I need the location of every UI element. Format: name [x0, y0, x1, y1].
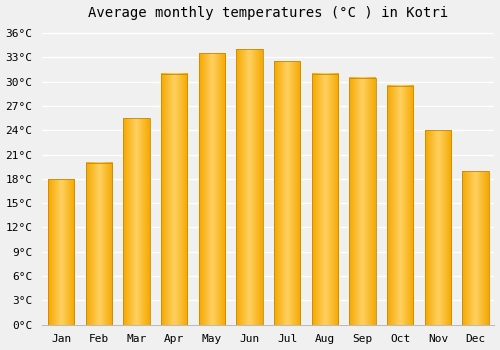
Bar — [161, 74, 188, 325]
Bar — [350, 78, 376, 325]
Bar — [312, 74, 338, 325]
Bar — [124, 118, 150, 325]
Bar — [387, 86, 413, 325]
Bar — [48, 179, 74, 325]
Bar — [274, 61, 300, 325]
Bar — [198, 53, 225, 325]
Bar — [236, 49, 262, 325]
Bar — [462, 171, 489, 325]
Bar — [424, 130, 451, 325]
Title: Average monthly temperatures (°C ) in Kotri: Average monthly temperatures (°C ) in Ko… — [88, 6, 448, 20]
Bar — [86, 163, 112, 325]
